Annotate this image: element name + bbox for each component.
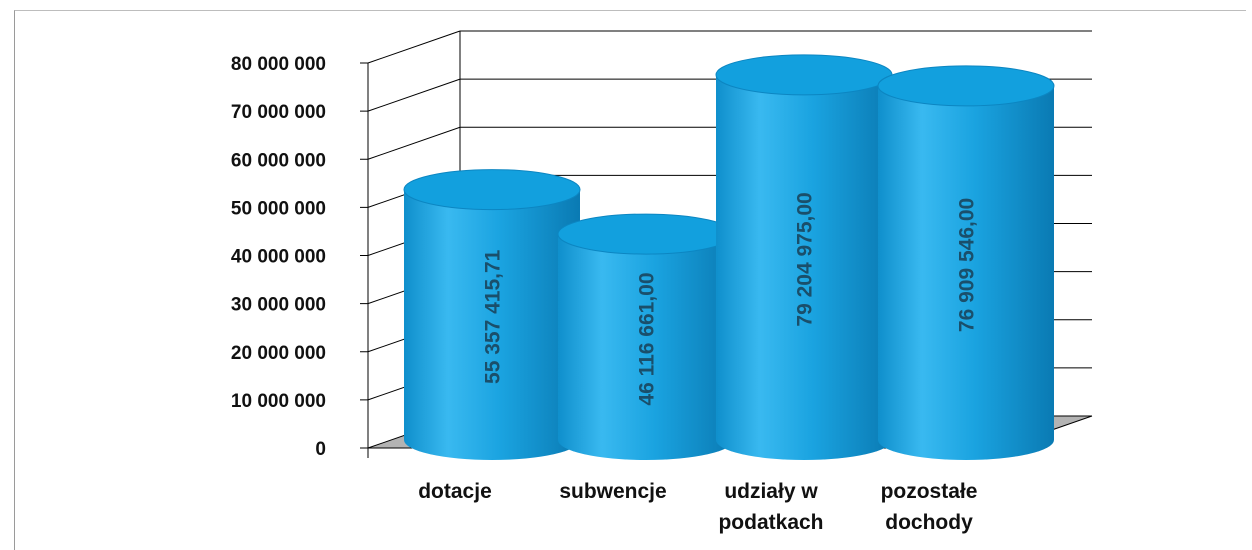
x-category-line: udziały w	[724, 480, 818, 503]
bar-body	[558, 234, 734, 460]
y-tick-label: 0	[315, 439, 326, 460]
bar-body	[716, 74, 892, 461]
bar-body	[404, 189, 580, 460]
y-tick-label: 30 000 000	[231, 295, 326, 316]
x-category-label: dotacje	[418, 480, 492, 503]
data-label: 55 357 415,71	[482, 249, 505, 384]
bar	[403, 169, 581, 460]
y-tick-label: 10 000 000	[231, 391, 326, 412]
x-category-label: udziały w podatkach	[718, 480, 823, 534]
y-tick-label: 80 000 000	[231, 54, 326, 75]
x-category-line: dotacje	[418, 480, 492, 503]
bar-top	[403, 169, 581, 211]
gridline-side	[367, 126, 461, 160]
gridline-side	[367, 78, 461, 112]
data-label: 76 909 546,00	[956, 198, 979, 332]
bar	[715, 54, 893, 461]
bar-top	[715, 54, 893, 96]
y-tick-label: 20 000 000	[231, 343, 326, 364]
x-category-label: pozostałe dochody	[881, 480, 978, 534]
chart-frame	[14, 10, 1246, 550]
bar-body	[878, 85, 1054, 461]
x-category-line: dochody	[885, 511, 973, 534]
bar-top	[557, 213, 735, 255]
x-category-label: subwencje	[559, 480, 666, 503]
y-tick-label: 70 000 000	[231, 102, 326, 123]
bar	[557, 213, 735, 460]
x-category-line: pozostałe	[881, 480, 978, 503]
bar-top	[877, 65, 1055, 107]
y-tick-label: 60 000 000	[231, 150, 326, 171]
bar	[877, 65, 1055, 461]
y-tick-label: 40 000 000	[231, 247, 326, 268]
x-category-line: subwencje	[559, 480, 666, 503]
y-tick-label: 50 000 000	[231, 198, 326, 219]
data-label: 79 204 975,00	[794, 192, 817, 326]
gridline-side	[367, 30, 461, 64]
data-label: 46 116 661,00	[636, 272, 659, 405]
x-category-line: podatkach	[718, 511, 823, 534]
